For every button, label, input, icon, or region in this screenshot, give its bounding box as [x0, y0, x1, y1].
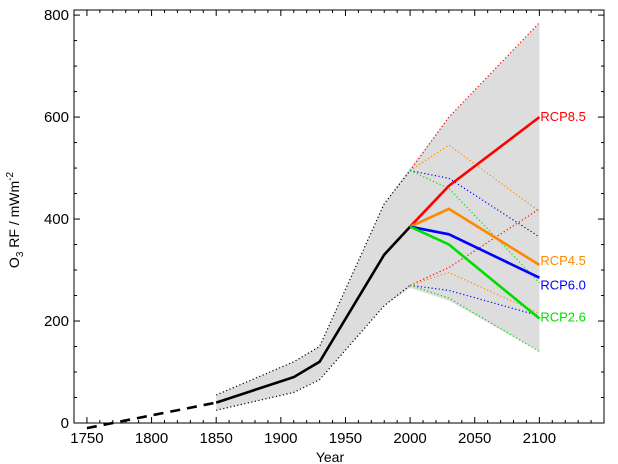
rcp60-line: [409, 225, 540, 279]
x-tick-label: 1800: [135, 430, 168, 447]
x-tick-label: 1750: [70, 430, 103, 447]
x-tick-label: 1850: [200, 430, 233, 447]
plot-frame: [73, 9, 605, 424]
y-tick-label: 800: [44, 7, 69, 24]
historical-upper-bound: [215, 170, 411, 396]
historical-preindustrial-line: [86, 401, 217, 430]
y-axis-title-sup: -2: [5, 172, 16, 181]
rcp26-line: [409, 225, 541, 320]
rcp85-upper-bound: [409, 22, 540, 171]
y-axis-title-rest: RF / mWm: [6, 181, 22, 252]
uncertainty-band-area: [216, 22, 540, 411]
historical-lower-bound: [216, 284, 411, 411]
y-tick-label: 200: [44, 313, 69, 330]
rcp45-upper-bound: [409, 144, 540, 212]
series-lines: [86, 116, 541, 430]
axes: [73, 9, 605, 424]
y-tick-label: 0: [61, 415, 69, 432]
x-axis-title: Year: [316, 449, 345, 464]
uncertainty-bounds: [215, 22, 540, 411]
x-tick-label: 1950: [329, 430, 362, 447]
rcp45-line: [409, 207, 541, 267]
rcp85-label: RCP8.5: [540, 109, 586, 124]
y-axis-title-main: O: [6, 257, 22, 268]
x-tick-label: 2100: [523, 430, 556, 447]
rcp26-label: RCP2.6: [540, 309, 586, 324]
tick-labels: 1750 1800 1850 1900 1950 2000 2050 2100 0 200 400 6…: [44, 7, 556, 447]
uncertainty-band: [216, 22, 540, 411]
x-tick-label: 2050: [458, 430, 491, 447]
y-axis-title: O3 RF / mWm-2: [5, 172, 26, 269]
x-tick-label: 1900: [264, 430, 297, 447]
y-tick-label: 600: [44, 109, 69, 126]
rcp45-label: RCP4.5: [540, 253, 586, 268]
series-labels: RCP8.5 RCP4.5 RCP6.0 RCP2.6: [540, 109, 586, 324]
y-tick-label: 400: [44, 211, 69, 228]
historical-line: [215, 225, 412, 404]
rcp60-lower-bound: [410, 284, 540, 317]
rcp60-label: RCP6.0: [540, 278, 586, 293]
rcp26-upper-bound: [409, 170, 540, 284]
y-axis-title-sub: 3: [15, 251, 26, 257]
x-tick-label: 2000: [393, 430, 426, 447]
rcp85-line: [409, 116, 541, 228]
